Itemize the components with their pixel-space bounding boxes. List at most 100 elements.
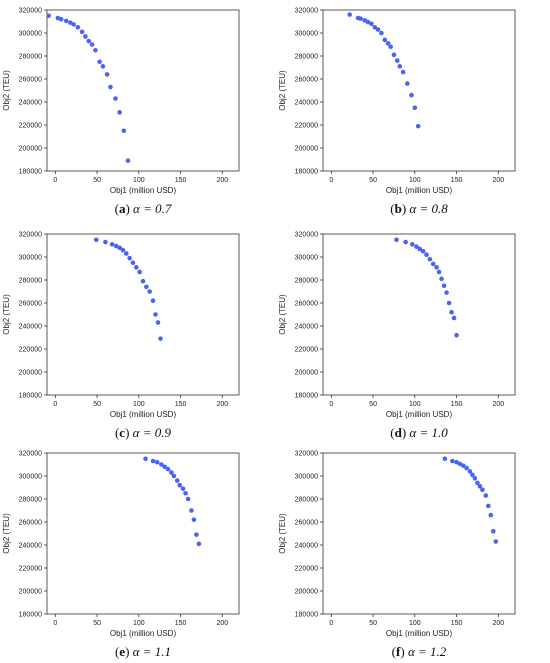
y-tick-label: 200000 [19, 146, 42, 153]
y-axis-label: Obj2 (TEU) [2, 294, 11, 335]
x-tick-label: 150 [175, 177, 187, 184]
y-tick-label: 320000 [295, 451, 318, 458]
caption-paren-open: ( [390, 425, 394, 440]
y-tick-label: 280000 [295, 54, 318, 61]
data-point [75, 24, 81, 30]
y-tick-label: 200000 [295, 589, 318, 596]
caption-letter: c [119, 425, 125, 440]
data-point [446, 300, 452, 306]
caption-letter: f [396, 644, 401, 659]
data-point [153, 312, 158, 317]
data-point [388, 44, 393, 50]
x-tick-label: 50 [369, 620, 377, 627]
data-point [93, 237, 99, 243]
x-tick-label: 150 [451, 620, 463, 627]
caption-parameter: α = 1.1 [133, 644, 171, 659]
chart-panel-a: 0 50 100 150 200 180000 200000 220000 240000 2600… [2, 8, 240, 216]
y-tick-label: 240000 [295, 100, 318, 107]
data-point [372, 24, 378, 30]
data-point [183, 490, 188, 496]
y-tick-label: 260000 [19, 520, 42, 527]
data-point [121, 128, 127, 134]
data-point [63, 18, 69, 24]
caption-parameter: α = 0.7 [133, 201, 172, 216]
data-point [493, 539, 499, 544]
y-tick-label: 260000 [295, 520, 318, 527]
y-tick-label: 240000 [19, 543, 42, 550]
data-point [137, 269, 142, 275]
data-point [124, 251, 129, 256]
x-tick-label: 100 [409, 620, 421, 627]
y-tick-label: 200000 [19, 589, 42, 596]
data-point [470, 472, 475, 478]
data-point [394, 58, 400, 63]
caption-parameter: α = 0.9 [133, 425, 172, 440]
data-point [194, 532, 199, 537]
x-tick-label: 200 [216, 177, 228, 184]
data-point [415, 123, 421, 129]
y-tick-label: 320000 [19, 232, 42, 239]
y-tick-label: 320000 [295, 8, 318, 15]
y-tick-label: 300000 [19, 474, 42, 481]
data-point [490, 528, 496, 534]
x-tick-label: 200 [492, 401, 504, 408]
x-tick-label: 0 [53, 401, 57, 408]
data-point [100, 64, 106, 69]
data-point [46, 13, 51, 19]
data-point [143, 456, 148, 462]
data-point [405, 81, 410, 86]
x-axis-label: Obj1 (million USD) [386, 629, 453, 638]
caption-paren-close: ) [400, 644, 408, 659]
data-point [442, 456, 448, 462]
x-tick-label: 200 [216, 620, 228, 627]
chart-panel-f: 0 50 100 150 200 180000 200000 220000 240000 2600… [278, 451, 516, 659]
data-point [414, 244, 419, 249]
caption-parameter: α = 1.0 [409, 425, 448, 440]
data-point [480, 487, 485, 493]
data-point [147, 289, 152, 294]
y-tick-label: 220000 [19, 123, 42, 130]
y-tick-label: 220000 [19, 566, 42, 573]
data-point [483, 493, 489, 498]
caption-letter: b [395, 201, 402, 216]
data-point [109, 242, 115, 247]
data-point [93, 47, 98, 53]
data-point [134, 265, 139, 270]
y-axis-label: Obj2 (TEU) [278, 513, 287, 554]
chart-panel-c: 0 50 100 150 200 180000 200000 220000 240000 2600… [2, 232, 240, 440]
x-tick-label: 0 [329, 177, 333, 184]
data-point [450, 458, 455, 464]
data-point [400, 69, 406, 75]
panel-caption: (b) α = 0.8 [390, 201, 448, 216]
chart-panel-e: 0 50 100 150 200 180000 200000 220000 240000 2600… [2, 451, 240, 659]
x-tick-label: 50 [93, 177, 101, 184]
caption-paren-close: ) [125, 425, 133, 440]
y-tick-label: 320000 [19, 8, 42, 15]
data-point [460, 463, 466, 468]
data-point [174, 478, 180, 483]
data-point [125, 158, 131, 163]
y-tick-label: 220000 [19, 347, 42, 354]
y-tick-label: 280000 [295, 278, 318, 285]
x-tick-label: 200 [216, 401, 228, 408]
x-tick-label: 100 [409, 177, 421, 184]
x-axis-label: Obj1 (million USD) [110, 410, 177, 419]
y-tick-label: 200000 [295, 370, 318, 377]
chart-panel-b: 0 50 100 150 200 180000 200000 220000 240000 2600… [278, 8, 516, 216]
x-tick-label: 50 [93, 620, 101, 627]
data-point [451, 315, 457, 321]
data-point [410, 242, 415, 247]
x-tick-label: 0 [53, 177, 57, 184]
y-tick-label: 180000 [19, 612, 42, 619]
data-point [424, 252, 429, 257]
data-point [117, 110, 122, 115]
panel-caption: (a) α = 0.7 [115, 201, 172, 216]
x-tick-label: 200 [492, 177, 504, 184]
data-point [488, 512, 494, 518]
y-axis-label: Obj2 (TEU) [278, 294, 287, 335]
caption-paren-close: ) [125, 201, 133, 216]
x-tick-label: 150 [451, 401, 463, 408]
x-tick-label: 0 [329, 401, 333, 408]
y-axis-label: Obj2 (TEU) [278, 70, 287, 111]
panel-caption: (c) α = 0.9 [115, 425, 172, 440]
